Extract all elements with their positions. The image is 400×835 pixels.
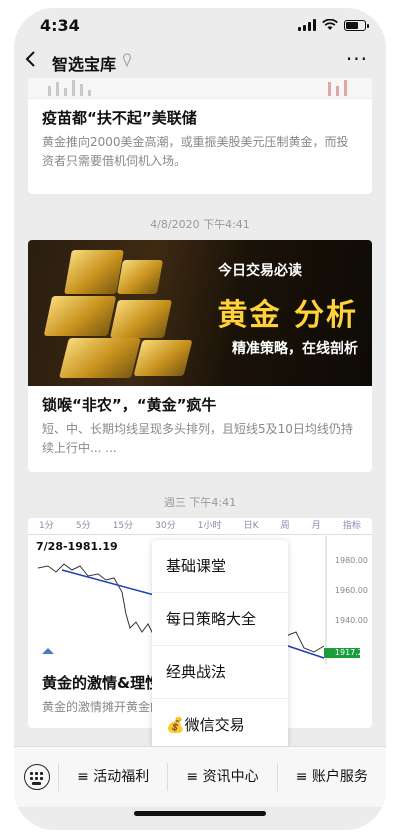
chart-y-tick: 1940.00: [334, 616, 368, 625]
submenu-item-daily-strategy[interactable]: 每日策略大全: [152, 593, 288, 646]
menu-news-center[interactable]: ≡ 资讯中心: [167, 763, 276, 791]
submenu-item-wechat-trading[interactable]: 💰微信交易: [166, 716, 245, 734]
message-timestamp: 週三 下午4:41: [163, 496, 237, 509]
chart-period-tabs: 1分 5分 15分 30分 1小时 日K 周 月 指标: [28, 518, 372, 535]
chart-tab: 15分: [112, 521, 134, 531]
page-title: 智选宝库: [52, 55, 117, 74]
chart-tab: 30分: [155, 521, 176, 531]
submenu-item-basics[interactable]: 基础课堂: [152, 540, 288, 593]
chart-y-tick: 1980.00: [334, 556, 368, 565]
banner-tagline: 精准策略，在线剖析: [232, 341, 358, 357]
chart-tab: 周: [280, 521, 290, 531]
menu-activity-benefits[interactable]: ≡ 活动福利: [58, 763, 167, 791]
bottom-menu-bar: ≡ 活动福利 ≡ 资讯中心 ≡ 账户服务: [14, 746, 386, 807]
article-summary: 黄金推向2000美金高潮，或重振美股美元压制黄金，而投资者只需要借机伺机入场。: [42, 135, 349, 168]
article-title: 锁喉“非农”，“黄金”疯牛: [42, 396, 217, 414]
chart-tab: 指标: [342, 521, 361, 531]
menu-account-service[interactable]: ≡ 账户服务: [276, 763, 386, 791]
battery-icon: [344, 19, 369, 31]
chart-tab: 1分: [39, 521, 54, 531]
back-button[interactable]: [24, 49, 36, 74]
chart-y-tick: 1917.22: [334, 648, 368, 657]
chart-tab: 5分: [75, 521, 91, 531]
submenu-popup: 基础课堂 每日策略大全 经典战法 💰微信交易: [152, 540, 288, 750]
signal-icon: [298, 19, 316, 31]
chevron-left-icon: [25, 51, 35, 67]
phone-screen: 4:34 智选宝库 ···: [14, 8, 386, 830]
nav-header: 智选宝库 ···: [14, 46, 386, 78]
banner-caption: 今日交易必读: [218, 263, 302, 279]
article-title: 黄金的激情&理性: [42, 674, 161, 692]
article-title: 疫苗都“扶不起”美联储: [42, 109, 197, 127]
gold-banner-image: 今日交易必读 黄金 分析 精准策略，在线剖析: [28, 240, 372, 386]
more-button[interactable]: ···: [345, 47, 368, 71]
article-card[interactable]: 今日交易必读 黄金 分析 精准策略，在线剖析 锁喉“非农”，“黄金”疯牛 短、中…: [28, 240, 372, 472]
verified-icon: [122, 53, 132, 71]
chart-tab: 日K: [243, 521, 259, 531]
chart-tab: 1小时: [197, 521, 222, 531]
wifi-icon: [322, 19, 338, 30]
article-image-fragment: [28, 78, 372, 99]
message-timestamp: 4/8/2020 下午4:41: [150, 218, 250, 231]
home-indicator[interactable]: [134, 811, 266, 816]
status-time: 4:34: [40, 16, 80, 35]
article-summary: 短、中、长期均线呈现多头排列，且短线5及10日均线仍持续上行中... ...: [42, 422, 353, 455]
article-card[interactable]: 疫苗都“扶不起”美联储 黄金推向2000美金高潮，或重振美股美元压制黄金，而投资…: [28, 78, 372, 194]
banner-headline: 黄金 分析: [217, 298, 358, 333]
submenu-item-classic-tactics[interactable]: 经典战法: [152, 646, 288, 699]
chart-y-tick: 1960.00: [334, 586, 368, 595]
keyboard-toggle-icon[interactable]: [24, 764, 50, 790]
chart-tab: 月: [311, 521, 321, 531]
chart-price-label: 7/28-1981.19: [36, 540, 118, 553]
status-bar: 4:34: [14, 8, 386, 46]
status-icons: [298, 19, 369, 31]
